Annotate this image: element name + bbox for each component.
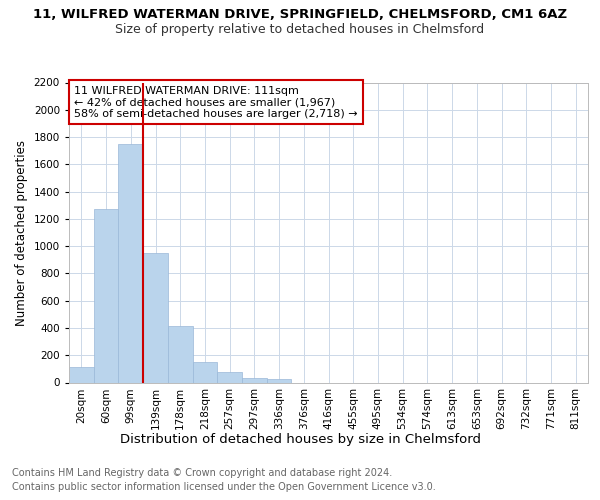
Bar: [193, 362, 217, 382]
Text: Size of property relative to detached houses in Chelmsford: Size of property relative to detached ho…: [115, 22, 485, 36]
Bar: [69, 367, 94, 382]
Text: Contains public sector information licensed under the Open Government Licence v3: Contains public sector information licen…: [12, 482, 436, 492]
Bar: [217, 372, 242, 382]
Bar: [168, 326, 193, 382]
Text: 11 WILFRED WATERMAN DRIVE: 111sqm
← 42% of detached houses are smaller (1,967)
5: 11 WILFRED WATERMAN DRIVE: 111sqm ← 42% …: [74, 86, 358, 118]
Bar: [267, 379, 292, 382]
Bar: [242, 378, 267, 382]
Bar: [118, 144, 143, 382]
Text: 11, WILFRED WATERMAN DRIVE, SPRINGFIELD, CHELMSFORD, CM1 6AZ: 11, WILFRED WATERMAN DRIVE, SPRINGFIELD,…: [33, 8, 567, 20]
Bar: [94, 210, 118, 382]
Bar: [143, 253, 168, 382]
Text: Distribution of detached houses by size in Chelmsford: Distribution of detached houses by size …: [119, 432, 481, 446]
Text: Contains HM Land Registry data © Crown copyright and database right 2024.: Contains HM Land Registry data © Crown c…: [12, 468, 392, 477]
Y-axis label: Number of detached properties: Number of detached properties: [15, 140, 28, 326]
